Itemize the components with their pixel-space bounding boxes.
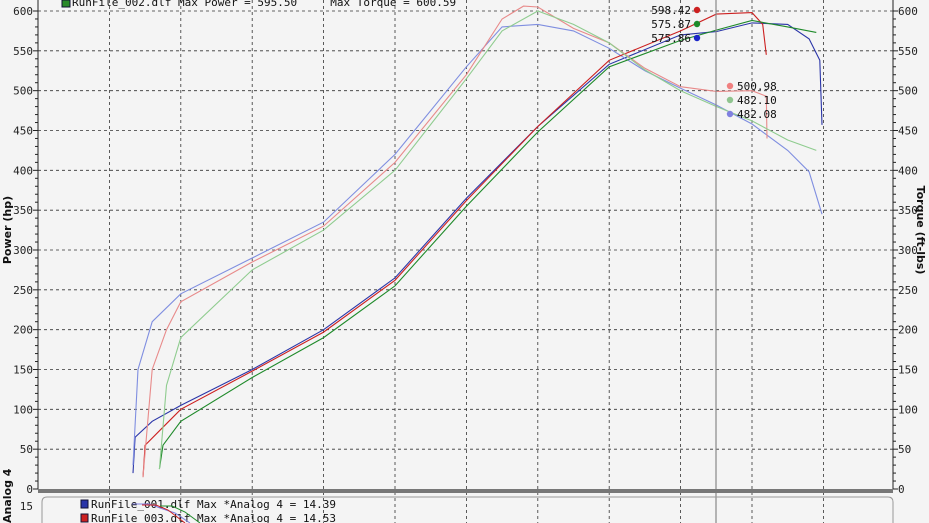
sub-panel-frame [41,496,894,523]
y-tick-label-left: 550 [13,45,33,58]
sub-legend-swatch [80,513,89,523]
y-tick-label-left: 500 [13,85,33,98]
grid [38,0,893,523]
y-tick-label-right: 400 [898,164,918,177]
sub-series-line [132,503,191,523]
y-tick-label-right: 350 [898,204,918,217]
y-tick-label-left: 400 [13,164,33,177]
y-tick-label-right: 250 [898,284,918,297]
y-tick-label-right: 200 [898,324,918,337]
y-tick-label-right: 450 [898,125,918,138]
y-tick-label-left: 50 [20,443,33,456]
cursor-marker-torque [726,82,734,90]
sub-panel-ytop: 15 [20,500,33,513]
main-panel-bottom-border [38,489,893,493]
y-tick-label-left: 250 [13,284,33,297]
cursor-value-power: 575.87 [651,18,691,31]
y-axis-label-right: Torque (ft-lbs) [914,186,927,275]
series-lines [132,5,823,478]
cursor-marker-power [693,20,701,28]
y-axis-label-left: Power (hp) [1,196,14,264]
cursor-value-torque: 482.10 [737,94,777,107]
y-tick-label-left: 450 [13,125,33,138]
series-line-runfile_001-torque [132,23,823,466]
y-tick-label-left: 100 [13,403,33,416]
cursor-marker-power [693,6,701,14]
y-tick-label-left: 200 [13,324,33,337]
y-tick-label-right: 300 [898,244,918,257]
cursor-value-power: 598.42 [651,4,691,17]
cursor-value-torque: 500.98 [737,80,777,93]
y-tick-label-right: 100 [898,403,918,416]
legend-top: RunFile_002.dlf Max Power = 595.50 Max T… [72,0,456,9]
series-line-runfile_003-power [142,12,767,478]
series-line-runfile_002-power [158,19,817,470]
y-tick-label-left: 350 [13,204,33,217]
cursor-marker-torque [726,96,734,104]
y-tick-label-left: 0 [26,483,33,496]
y-tick-label-right: 500 [898,85,918,98]
sub-legend-swatch [80,499,89,509]
cursor-value-power: 575.86 [651,32,691,45]
sub-legend-entry: RunFile_001.dlf Max *Analog 4 = 14.39 [91,498,336,511]
y-tick-label-right: 550 [898,45,918,58]
sub-legend-entry: RunFile_003.dlf Max *Analog 4 = 14.53 [91,512,336,523]
y-tick-label-right: 0 [898,483,905,496]
sub-panel-ylabel: Analog 4 [1,468,14,523]
y-tick-label-right: 150 [898,364,918,377]
cursor-value-torque: 482.08 [737,108,777,121]
cursor-marker-torque [726,110,734,118]
y-tick-label-left: 600 [13,5,33,18]
y-tick-label-left: 150 [13,364,33,377]
cursor-marker-power [693,34,701,42]
sub-series-line [160,505,201,523]
sub-series-line [142,504,186,523]
y-tick-label-right: 50 [898,443,911,456]
y-tick-label-right: 600 [898,5,918,18]
sub-panel-legend: RunFile_001.dlf Max *Analog 4 = 14.39Run… [80,498,336,523]
y-tick-label-left: 300 [13,244,33,257]
y-ticks: 0 0 50 50 100 100 150 150 200 200 250 250 300 300 350 3… [13,0,918,496]
series-line-runfile_002-torque [158,10,817,470]
legend-swatch-002 [61,0,71,8]
